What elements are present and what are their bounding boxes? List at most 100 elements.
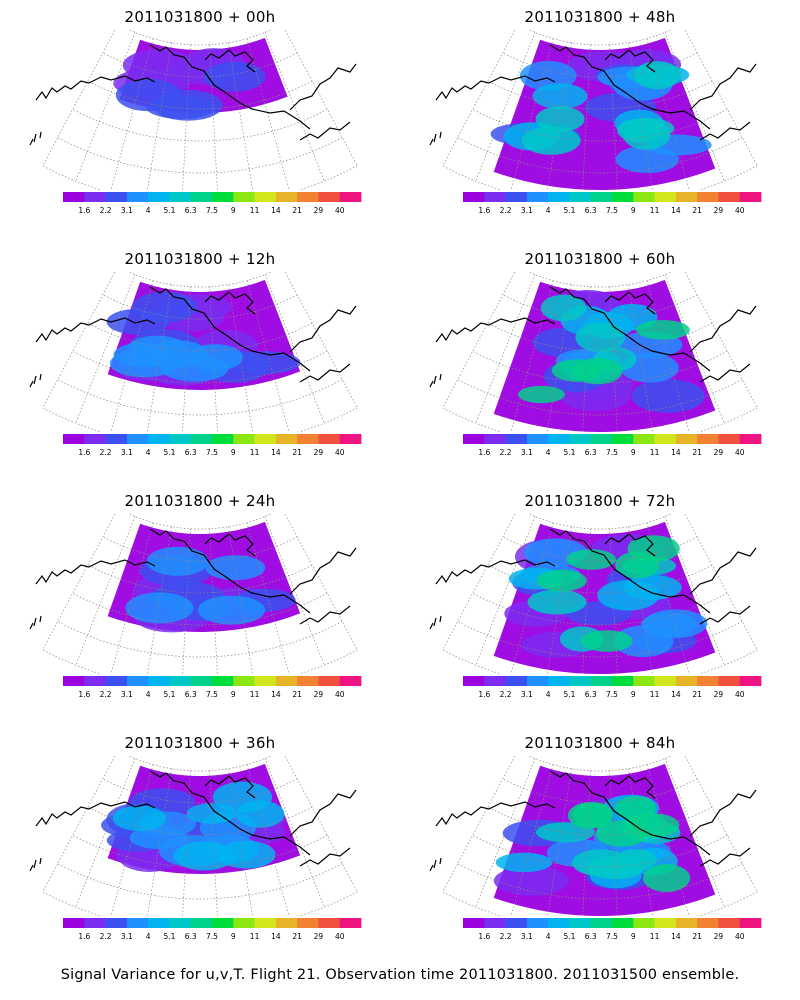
colorbar: 1.6 2.2 3.1 4 5.1 6.3 7.5 9 11 14 21 29 40 xyxy=(463,434,762,457)
colorbar-tick-label: 4 xyxy=(146,206,151,215)
colorbar-tick-label: 40 xyxy=(335,448,345,457)
variance-field xyxy=(493,763,716,916)
colorbar-swatch xyxy=(654,918,677,928)
panel-title: 2011031800 + 60h xyxy=(524,250,676,268)
colorbar-tick-label: 40 xyxy=(735,448,745,457)
colorbar-tick-label: 14 xyxy=(271,932,281,941)
colorbar-swatch xyxy=(697,434,719,444)
graticule xyxy=(457,32,743,190)
colorbar: 1.6 2.2 3.1 4 5.1 6.3 7.5 9 11 14 21 29 40 xyxy=(463,676,762,699)
colorbar: 1.6 2.2 3.1 4 5.1 6.3 7.5 9 11 14 21 29 40 xyxy=(63,676,362,699)
colorbar-tick-label: 1.6 xyxy=(78,206,90,215)
colorbar-tick-label: 3.1 xyxy=(121,206,133,215)
colorbar-swatch xyxy=(126,676,149,686)
colorbar-tick-label: 3.1 xyxy=(521,206,533,215)
colorbar-tick-label: 29 xyxy=(314,448,324,457)
colorbar-tick-label: 5.1 xyxy=(163,690,175,699)
colorbar-tick-label: 5.1 xyxy=(163,932,175,941)
colorbar: 1.6 2.2 3.1 4 5.1 6.3 7.5 9 11 14 21 29 40 xyxy=(463,192,762,215)
colorbar-swatch xyxy=(633,676,655,686)
colorbar-tick-label: 6.3 xyxy=(185,690,197,699)
colorbar-tick-label: 14 xyxy=(271,690,281,699)
colorbar-swatch xyxy=(569,192,592,202)
colorbar-swatch xyxy=(212,676,234,686)
colorbar-swatch xyxy=(505,192,528,202)
colorbar-tick-label: 29 xyxy=(314,690,324,699)
colorbar-tick-label: 3.1 xyxy=(121,932,133,941)
colorbar-swatch xyxy=(526,434,549,444)
colorbar-tick-label: 9 xyxy=(231,690,236,699)
colorbar-swatch xyxy=(63,676,85,686)
colorbar-tick-label: 3.1 xyxy=(121,690,133,699)
map-panel-72h: 2011031800 + 72h 1.6 2.2 3.1 4 5.1 6.3 7.5 9 11 14… xyxy=(400,484,800,726)
colorbar-swatch xyxy=(697,192,719,202)
colorbar-swatch xyxy=(548,918,570,928)
colorbar-swatch xyxy=(654,676,677,686)
coastline xyxy=(29,528,357,630)
panel-title: 2011031800 + 24h xyxy=(124,492,276,510)
colorbar-swatch xyxy=(169,434,192,444)
colorbar-tick-label: 7.5 xyxy=(206,932,218,941)
colorbar-swatch xyxy=(718,192,741,202)
colorbar-swatch xyxy=(318,918,341,928)
colorbar-tick-label: 3.1 xyxy=(121,448,133,457)
map-panel-12h: 2011031800 + 12h 1.6 2.2 3.1 4 5.1 6.3 7.5 9 11 14… xyxy=(0,242,400,484)
panel-title: 2011031800 + 12h xyxy=(124,250,276,268)
colorbar-tick-label: 29 xyxy=(314,932,324,941)
colorbar-swatch xyxy=(84,192,106,202)
colorbar-tick-label: 6.3 xyxy=(585,932,597,941)
colorbar-swatch xyxy=(569,434,592,444)
colorbar-swatch xyxy=(484,918,506,928)
graticule xyxy=(57,758,343,916)
colorbar-swatch xyxy=(612,434,634,444)
colorbar-tick-label: 5.1 xyxy=(563,932,575,941)
colorbar-tick-label: 6.3 xyxy=(585,448,597,457)
panel-title: 2011031800 + 84h xyxy=(524,734,676,752)
colorbar-swatch xyxy=(569,918,592,928)
colorbar-tick-label: 29 xyxy=(714,932,724,941)
colorbar-swatch xyxy=(339,192,362,202)
colorbar-tick-label: 21 xyxy=(292,448,302,457)
colorbar-swatch xyxy=(84,918,106,928)
colorbar-swatch xyxy=(275,434,298,444)
colorbar-tick-label: 21 xyxy=(692,206,702,215)
colorbar-tick-label: 29 xyxy=(314,206,324,215)
colorbar-swatch xyxy=(105,192,128,202)
colorbar-swatch xyxy=(590,192,613,202)
panel-title: 2011031800 + 36h xyxy=(124,734,276,752)
colorbar-swatch xyxy=(105,676,128,686)
colorbar-tick-label: 14 xyxy=(671,690,681,699)
colorbar-swatch xyxy=(739,192,762,202)
colorbar-swatch xyxy=(339,676,362,686)
colorbar: 1.6 2.2 3.1 4 5.1 6.3 7.5 9 11 14 21 29 40 xyxy=(63,192,362,215)
colorbar-swatch xyxy=(633,434,655,444)
colorbar-swatch xyxy=(654,434,677,444)
panel-title: 2011031800 + 00h xyxy=(124,8,276,26)
colorbar-tick-label: 7.5 xyxy=(206,690,218,699)
graticule xyxy=(57,32,343,190)
colorbar-tick-label: 7.5 xyxy=(606,448,618,457)
colorbar-swatch xyxy=(148,434,170,444)
variance-map xyxy=(429,514,758,674)
colorbar-swatch xyxy=(463,918,485,928)
map-panel-36h: 2011031800 + 36h 1.6 2.2 3.1 4 5.1 6.3 7.5 9 11 14… xyxy=(0,726,400,968)
coastline xyxy=(29,286,357,388)
colorbar-tick-label: 2.2 xyxy=(100,690,112,699)
colorbar-swatch xyxy=(697,918,719,928)
colorbar-swatch xyxy=(297,434,319,444)
variance-field xyxy=(107,521,301,633)
colorbar-swatch xyxy=(254,918,277,928)
graticule xyxy=(57,516,343,674)
colorbar-tick-label: 14 xyxy=(671,206,681,215)
colorbar-swatch xyxy=(612,192,634,202)
colorbar-swatch xyxy=(463,192,485,202)
graticule xyxy=(57,274,343,432)
variance-map xyxy=(429,30,758,190)
map-panel-00h: 2011031800 + 00h 1.6 2.2 3.1 4 5.1 6.3 7.5 9 11 14… xyxy=(0,0,400,242)
colorbar-tick-label: 9 xyxy=(631,206,636,215)
colorbar-swatch xyxy=(254,434,277,444)
variance-map xyxy=(29,514,358,674)
colorbar-swatch xyxy=(526,918,549,928)
colorbar-swatch xyxy=(739,676,762,686)
